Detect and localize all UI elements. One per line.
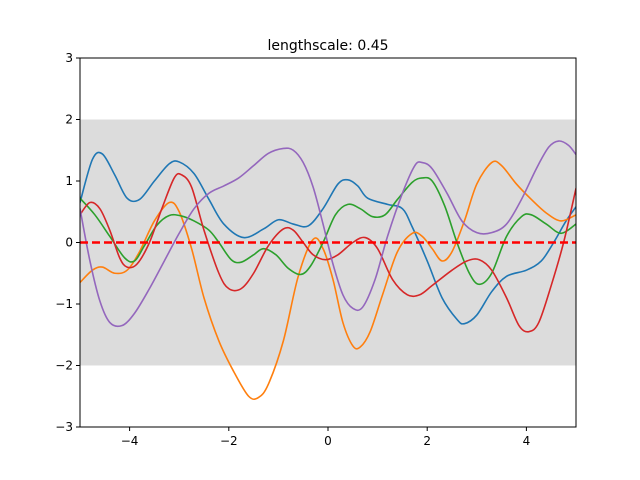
y-tick-label: 3: [65, 51, 73, 65]
y-tick-label: 0: [65, 236, 73, 250]
series-line-4: [80, 172, 576, 333]
x-tick-label: 2: [423, 434, 431, 448]
chart-title: lengthscale: 0.45: [267, 38, 388, 54]
series-line-1: [80, 151, 576, 325]
series-line-5: [80, 140, 576, 328]
y-tick-label: −1: [55, 297, 73, 311]
x-tick-label: 4: [523, 434, 531, 448]
y-tick-label: −2: [55, 359, 73, 373]
x-tick-label: −4: [121, 434, 139, 448]
x-tick-label: 0: [324, 434, 332, 448]
x-tick-label: −2: [220, 434, 238, 448]
series-line-2: [80, 160, 576, 401]
y-tick-label: −3: [55, 420, 73, 434]
y-axis-ticks: −3 −2 −1 0 1 2 3: [55, 51, 80, 434]
y-tick-label: 1: [65, 174, 73, 188]
x-axis-ticks: −4 −2 0 2 4: [121, 427, 530, 448]
y-tick-label: 2: [65, 113, 73, 127]
